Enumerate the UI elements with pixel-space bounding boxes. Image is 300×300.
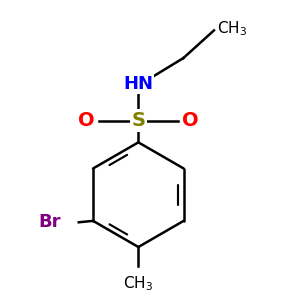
Text: S: S: [131, 111, 146, 130]
Text: O: O: [78, 111, 94, 130]
Text: O: O: [182, 111, 199, 130]
Text: CH$_3$: CH$_3$: [123, 274, 153, 293]
Text: Br: Br: [39, 213, 61, 231]
Text: CH$_3$: CH$_3$: [217, 20, 247, 38]
Text: HN: HN: [123, 75, 153, 93]
